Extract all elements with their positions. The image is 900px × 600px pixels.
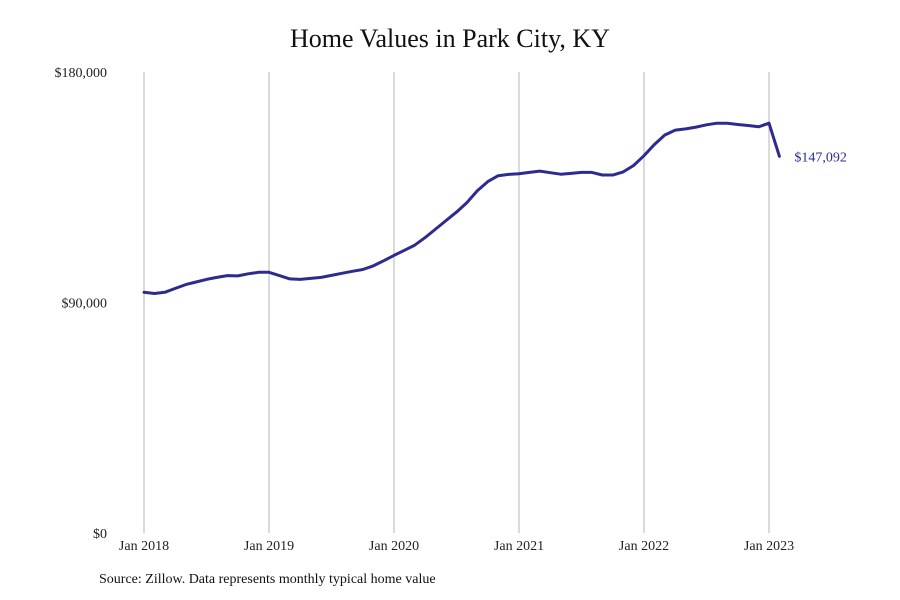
x-axis: Jan 2018 Jan 2019 Jan 2020 Jan 2021 Jan 2022… — [119, 539, 794, 554]
y-axis: $0 $90,000 $180,000 — [55, 66, 108, 542]
source-note: Source: Zillow. Data represents monthly … — [99, 572, 436, 587]
series-group — [142, 121, 781, 295]
y-tick-label: $90,000 — [62, 297, 108, 312]
x-tick-label: Jan 2020 — [369, 539, 419, 554]
x-tick-label: Jan 2019 — [244, 539, 294, 554]
end-value-label: $147,092 — [794, 150, 847, 165]
x-tick-label: Jan 2021 — [494, 539, 544, 554]
x-tick-label: Jan 2018 — [119, 539, 169, 554]
chart-title: Home Values in Park City, KY — [290, 24, 610, 53]
x-tick-label: Jan 2023 — [744, 539, 794, 554]
x-tick-label: Jan 2022 — [619, 539, 669, 554]
y-tick-label: $180,000 — [55, 66, 108, 81]
series-line — [142, 121, 781, 295]
vertical-grid — [143, 72, 770, 533]
end-value-label-group: $147,092 — [794, 150, 847, 165]
y-tick-label: $0 — [93, 527, 107, 542]
